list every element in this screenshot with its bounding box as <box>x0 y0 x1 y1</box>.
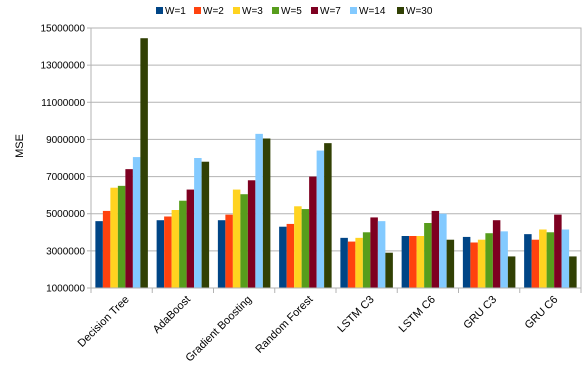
bar <box>401 236 410 288</box>
bar <box>286 223 295 288</box>
bar <box>370 217 378 288</box>
bar <box>125 169 133 288</box>
bar <box>179 200 187 288</box>
bar <box>485 233 493 288</box>
bar <box>316 150 325 288</box>
bar <box>247 180 256 288</box>
x-tick-label: LSTM C6 <box>397 294 438 335</box>
legend-label: W=1 <box>165 6 186 17</box>
bar <box>294 206 302 288</box>
y-tick-label: 13000000 <box>41 61 86 72</box>
x-tick-label: GRU C3 <box>461 294 499 332</box>
bar <box>446 239 455 288</box>
y-axis-title: MSE <box>14 134 26 158</box>
bar <box>301 209 310 288</box>
bar <box>324 143 332 288</box>
bar <box>171 210 180 288</box>
legend-label: W=2 <box>203 6 224 17</box>
x-tick-label: AdaBoost <box>151 294 193 336</box>
bar <box>262 138 271 288</box>
bar <box>531 239 540 288</box>
bar <box>561 229 570 288</box>
bar <box>424 223 432 288</box>
bar <box>164 216 172 288</box>
legend-swatch <box>272 7 279 14</box>
legend: W=1 W=2 W=3 W=5 W=7 W=14 W=30 <box>156 6 433 17</box>
bar <box>255 133 263 288</box>
bar <box>102 210 111 288</box>
bar <box>439 213 447 288</box>
bar <box>201 161 210 288</box>
bar <box>355 237 363 288</box>
y-tick-label: 15000000 <box>41 24 86 35</box>
bars <box>95 38 577 288</box>
bar <box>377 221 386 288</box>
bar <box>340 237 348 288</box>
bar <box>240 194 248 288</box>
bar <box>132 157 141 288</box>
bar <box>95 221 103 288</box>
legend-swatch <box>311 7 318 14</box>
bar <box>347 241 356 288</box>
legend-label: W=3 <box>242 6 263 17</box>
y-tick-label: 7000000 <box>46 172 85 183</box>
y-tick-label: 9000000 <box>46 135 85 146</box>
bar <box>569 256 577 288</box>
bar <box>217 220 226 288</box>
bar <box>416 236 425 288</box>
bar <box>507 256 516 288</box>
bar <box>524 234 532 288</box>
legend-swatch <box>233 7 240 14</box>
bar <box>500 231 508 288</box>
bar <box>309 176 317 288</box>
bar <box>362 232 371 288</box>
y-tick-label: 1000000 <box>46 284 85 295</box>
bar <box>232 189 241 288</box>
y-tick-label: 3000000 <box>46 246 85 257</box>
legend-swatch <box>350 7 357 14</box>
bar <box>554 214 562 288</box>
bar <box>279 226 287 288</box>
legend-label: W=7 <box>320 6 341 17</box>
bar <box>385 252 393 288</box>
y-tick-label: 11000000 <box>41 98 85 109</box>
legend-label: W=30 <box>406 6 433 17</box>
y-tick-label: 5000000 <box>46 209 85 220</box>
x-tick-label: Gradient Boosting <box>183 294 254 365</box>
x-tick-label: Random Forest <box>253 294 315 356</box>
bar <box>462 236 471 288</box>
bar <box>110 187 118 288</box>
legend-swatch <box>397 7 404 14</box>
bar <box>546 232 555 288</box>
x-tick-label: GRU C6 <box>523 294 561 332</box>
bar <box>409 236 417 288</box>
bar <box>140 38 148 288</box>
bar <box>470 242 478 288</box>
bar <box>431 210 440 288</box>
bar <box>477 239 486 288</box>
legend-swatch <box>156 7 163 14</box>
legend-label: W=5 <box>281 6 302 17</box>
bar <box>117 185 126 288</box>
x-tick-label: LSTM C3 <box>335 294 376 335</box>
legend-label: W=14 <box>359 6 386 17</box>
bar <box>225 214 233 288</box>
bar <box>194 158 202 288</box>
bar <box>186 189 195 288</box>
x-tick-label: Decision Tree <box>76 294 132 350</box>
bar <box>492 220 501 288</box>
bar <box>156 220 165 288</box>
legend-swatch <box>194 7 201 14</box>
bar <box>539 229 547 288</box>
